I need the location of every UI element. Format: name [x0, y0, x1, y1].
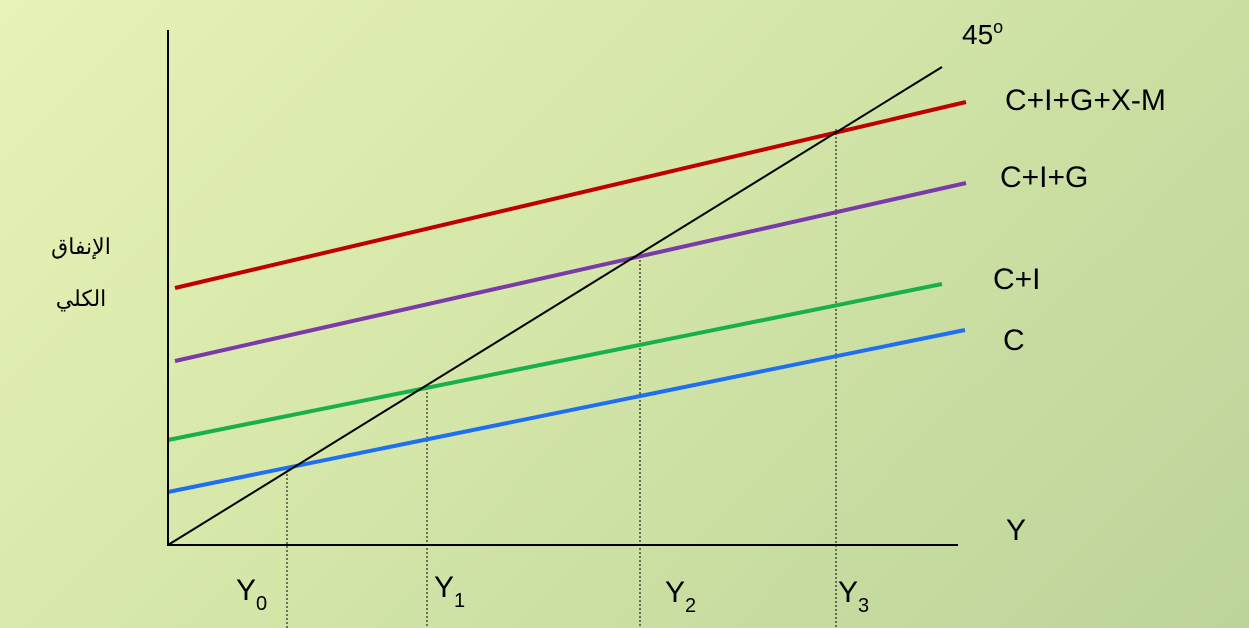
label-y1: Y1	[434, 571, 465, 612]
line-c-i-g-x-m	[174, 100, 967, 290]
label-y0: Y0	[236, 574, 267, 615]
y-axis-label-line2: الكلي	[56, 287, 107, 312]
x-axis-label: Y	[1006, 514, 1026, 547]
line-c	[167, 328, 966, 494]
label-y3: Y3	[838, 576, 869, 617]
label-c-i: C+I	[993, 263, 1041, 296]
line-45-degree	[167, 66, 943, 546]
label-c-i-g: C+I+G	[1000, 161, 1088, 194]
label-c-i-g-x-m: C+I+G+X-M	[1005, 84, 1166, 117]
label-y2: Y2	[665, 576, 696, 617]
line-c-i	[167, 282, 943, 442]
line-c-i-g	[174, 181, 967, 363]
label-c: C	[1003, 324, 1025, 357]
y-axis-label-line1: الإنفاق	[51, 235, 111, 260]
angle-label: 45o	[962, 17, 1003, 50]
